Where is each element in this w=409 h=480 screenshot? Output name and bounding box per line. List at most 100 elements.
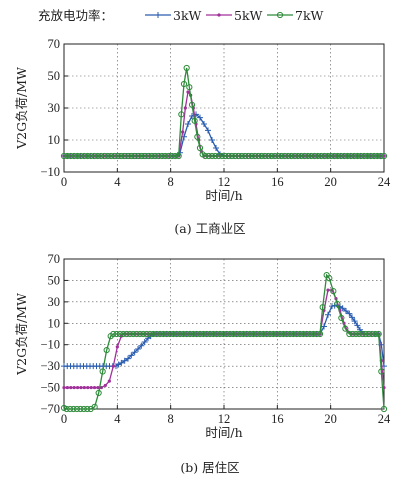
data-point-5kw (79, 385, 83, 390)
y-tick-label: −10 (40, 338, 60, 352)
data-point-7kw (318, 152, 325, 160)
data-point-3kw (138, 342, 145, 349)
y-tick-label: −70 (40, 402, 60, 416)
data-point-3kw (213, 145, 219, 151)
y-tick-label: −10 (40, 165, 60, 179)
series-line-7kw (64, 67, 384, 157)
data-point-7kw (80, 405, 87, 413)
data-point-7kw (248, 152, 255, 160)
data-point-7kw (378, 368, 385, 375)
x-tick-label: 20 (324, 175, 337, 189)
legend: 充放电功率： 3kW 5kW 7kW (38, 8, 324, 23)
data-point-7kw (230, 330, 237, 338)
data-point-7kw (63, 405, 70, 413)
data-point-3kw (128, 352, 135, 359)
data-point-7kw (131, 152, 138, 160)
data-point-7kw (256, 330, 264, 338)
data-point-7kw (67, 152, 74, 160)
chart-residential: 0 4 8 12 16 20 24 −70 −50 −30 −10 10 30 50 70 时间/h V2G负荷… (14, 252, 391, 440)
data-point-7kw (216, 330, 224, 338)
data-point-7kw (120, 330, 127, 338)
data-point-7kw (266, 330, 274, 338)
legend-entry-3kw: 3kW (145, 8, 202, 23)
data-point-7kw (313, 330, 320, 338)
data-point-7kw (84, 405, 91, 413)
data-point-7kw (352, 330, 359, 338)
data-point-7kw (245, 152, 252, 160)
data-point-7kw (314, 152, 321, 160)
data-point-7kw (238, 152, 245, 160)
data-point-7kw (111, 152, 118, 160)
data-point-7kw (215, 152, 222, 160)
data-point-3kw (185, 121, 191, 127)
data-point-5kw (103, 383, 107, 388)
data-point-7kw (145, 152, 152, 160)
data-point-7kw (273, 330, 280, 338)
data-point-7kw (84, 152, 91, 160)
y-tick-label: −50 (40, 381, 60, 395)
legend-entry-7kw: 7kW (267, 8, 324, 23)
data-point-7kw (163, 330, 170, 338)
data-point-7kw (141, 152, 149, 160)
data-point-7kw (186, 330, 194, 338)
data-point-7kw (276, 11, 284, 19)
data-point-5kw (96, 385, 100, 390)
data-point-7kw (183, 330, 190, 338)
data-point-7kw (160, 330, 167, 338)
y-axis-label: V2G负荷/MW (14, 67, 29, 150)
x-tick-label: 8 (168, 412, 174, 426)
data-point-5kw (69, 385, 73, 390)
data-point-7kw (223, 330, 230, 338)
data-point-7kw (311, 152, 318, 160)
data-point-3kw (346, 310, 353, 317)
data-point-7kw (284, 152, 292, 160)
data-point-7kw (108, 152, 115, 160)
data-point-7kw (372, 330, 379, 338)
data-point-7kw (344, 152, 351, 160)
data-point-7kw (337, 152, 345, 160)
data-point-7kw (334, 152, 341, 160)
data-point-7kw (64, 152, 71, 160)
data-point-7kw (275, 152, 282, 160)
data-point-7kw (170, 330, 177, 338)
data-point-7kw (110, 330, 117, 338)
data-point-7kw (136, 330, 144, 338)
data-point-7kw (208, 152, 216, 160)
data-point-7kw (301, 152, 308, 160)
data-point-7kw (162, 152, 169, 160)
data-point-7kw (222, 152, 229, 160)
data-point-7kw (148, 152, 155, 160)
data-point-7kw (251, 152, 259, 160)
data-point-7kw (361, 152, 368, 160)
data-point-5kw (186, 90, 190, 94)
data-point-3kw (155, 12, 161, 18)
data-point-5kw (72, 385, 76, 390)
data-point-7kw (183, 64, 190, 72)
y-tick-label: 30 (48, 295, 61, 309)
data-point-7kw (151, 152, 159, 160)
data-point-7kw (165, 152, 172, 160)
data-point-7kw (200, 330, 207, 338)
data-point-7kw (173, 330, 180, 338)
data-point-3kw (197, 114, 203, 121)
legend-label-5kw: 5kW (234, 8, 263, 23)
data-point-7kw (97, 152, 105, 160)
data-point-7kw (133, 330, 140, 338)
data-point-7kw (113, 330, 120, 338)
data-point-7kw (367, 152, 374, 160)
data-point-7kw (341, 152, 348, 160)
data-point-5kw (62, 385, 66, 390)
data-point-7kw (172, 152, 179, 160)
x-tick-label: 4 (114, 175, 121, 189)
data-point-7kw (271, 152, 278, 160)
series-3kw (61, 111, 387, 159)
data-point-7kw (77, 405, 84, 413)
data-point-7kw (327, 152, 335, 160)
data-point-7kw (140, 330, 147, 338)
data-point-7kw (155, 152, 162, 160)
data-point-7kw (369, 330, 376, 338)
data-point-7kw (290, 330, 297, 338)
legend-label-7kw: 7kW (295, 8, 324, 23)
data-point-7kw (357, 152, 364, 160)
x-tick-label: 8 (168, 175, 174, 189)
